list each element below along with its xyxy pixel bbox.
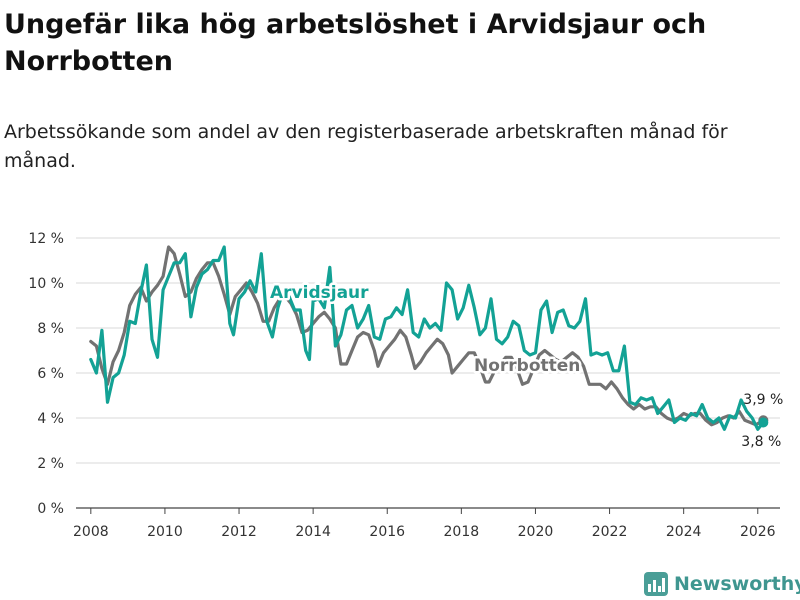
- x-tick-label: 2022: [592, 524, 628, 540]
- line-chart: 0 % 2 % 4 % 6 % 8 % 10 % 12 % 2008 2010 2012 2014…: [28, 231, 784, 540]
- x-tick-label: 2008: [73, 524, 109, 540]
- end-label-norrbotten: 3,9 %: [743, 392, 783, 408]
- series-line-norrbotten: [89, 245, 765, 427]
- x-tick-label: 2014: [295, 524, 331, 540]
- series-labels: Arvidsjaur Norrbotten 3,9 % 3,8 %: [268, 281, 784, 451]
- x-axis-ticks: 2008 2010 2012 2014 2016 2018 2020 2022 2024 2026: [73, 508, 776, 540]
- bar-chart-icon: [644, 572, 668, 596]
- series-line-arvidsjaur: [89, 245, 765, 431]
- x-tick-label: 2012: [221, 524, 257, 540]
- y-tick-label: 2 %: [37, 456, 64, 472]
- end-label-arvidsjaur: 3,8 %: [741, 434, 781, 450]
- y-tick-label: 10 %: [28, 276, 64, 292]
- x-tick-label: 2010: [147, 524, 183, 540]
- series-lines: [89, 245, 769, 431]
- x-tick-label: 2016: [369, 524, 405, 540]
- y-tick-label: 4 %: [37, 411, 64, 427]
- y-tick-label: 12 %: [28, 231, 64, 247]
- series-label-arvidsjaur: Arvidsjaur: [270, 283, 369, 303]
- series-label-norrbotten: Norrbotten: [474, 356, 580, 376]
- y-axis-ticks: 0 % 2 % 4 % 6 % 8 % 10 % 12 %: [28, 231, 64, 517]
- y-tick-label: 8 %: [37, 321, 64, 337]
- y-tick-label: 6 %: [37, 366, 64, 382]
- gridlines: [76, 237, 780, 509]
- chart-title: Ungefär lika hög arbetslöshet i Arvidsja…: [4, 9, 707, 77]
- x-tick-label: 2020: [518, 524, 554, 540]
- x-tick-label: 2018: [444, 524, 480, 540]
- y-tick-label: 0 %: [37, 501, 64, 517]
- brand-name: Newsworthy: [674, 573, 800, 595]
- footer-logo: Newsworthy: [644, 568, 800, 600]
- chart-subtitle: Arbetssökande som andel av den registerb…: [4, 121, 728, 172]
- series-line-arvidsjaur-end-dot: [758, 417, 769, 428]
- x-tick-label: 2026: [740, 524, 776, 540]
- x-tick-label: 2024: [666, 524, 702, 540]
